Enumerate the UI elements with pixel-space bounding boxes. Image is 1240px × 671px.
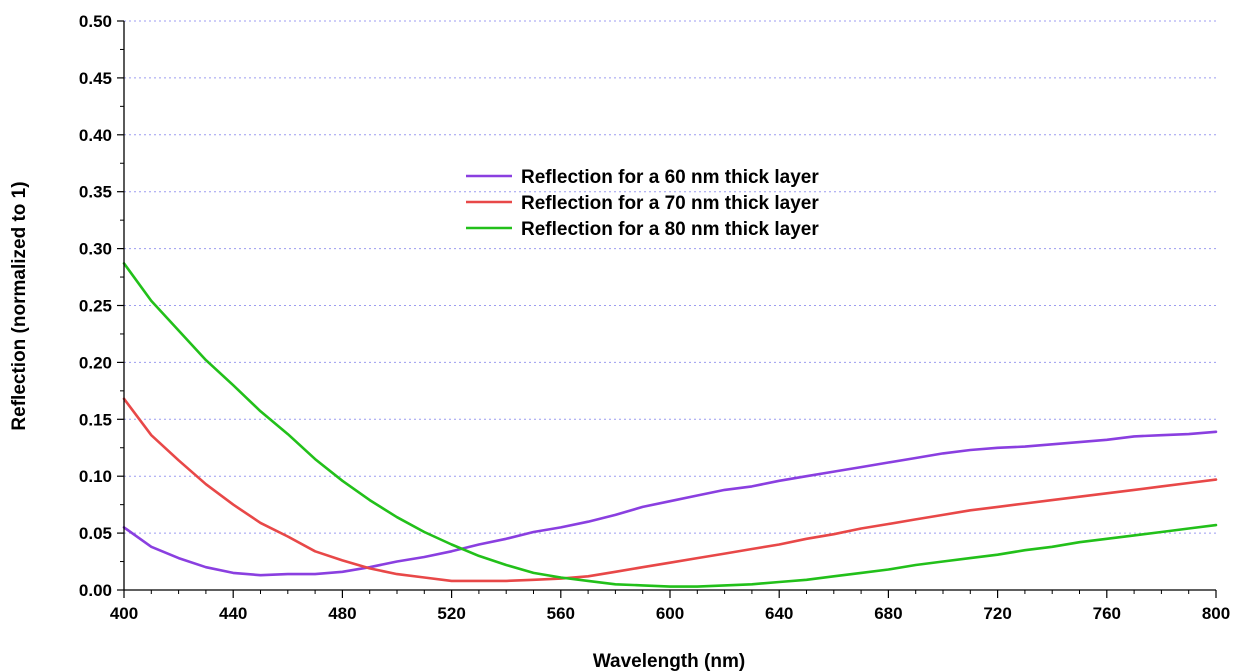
y-tick-label: 0.00 — [79, 581, 112, 600]
y-tick-label: 0.50 — [79, 12, 112, 31]
legend-label-3: Reflection for a 80 nm thick layer — [521, 219, 819, 240]
ticks: 0.00 0.05 0.10 0.15 0.20 0.25 0.30 0.35 0.40 0.45… — [79, 12, 1230, 623]
series-line-2 — [122, 397, 1218, 583]
y-tick-label: 0.20 — [79, 353, 112, 372]
series-group — [122, 262, 1218, 588]
x-tick-label: 680 — [874, 604, 902, 623]
y-tick-label: 0.15 — [79, 410, 112, 429]
legend-label-1: Reflection for a 60 nm thick layer — [521, 167, 819, 188]
y-tick-label: 0.40 — [79, 126, 112, 145]
grid-lines — [124, 20, 1216, 534]
x-tick-label: 520 — [437, 604, 465, 623]
x-tick-label: 720 — [983, 604, 1011, 623]
y-tick-label: 0.30 — [79, 240, 112, 259]
y-axis-title: Reflection (normalized to 1) — [9, 181, 30, 430]
y-tick-label: 0.35 — [79, 183, 112, 202]
x-tick-label: 640 — [765, 604, 793, 623]
legend-label-2: Reflection for a 70 nm thick layer — [521, 193, 819, 214]
y-tick-label: 0.05 — [79, 524, 112, 543]
x-tick-label: 480 — [328, 604, 356, 623]
x-tick-label: 760 — [1093, 604, 1121, 623]
legend: Reflection for a 60 nm thick layer Reflec… — [466, 167, 819, 240]
x-tick-label: 800 — [1202, 604, 1230, 623]
x-tick-label: 400 — [110, 604, 138, 623]
y-tick-label: 0.25 — [79, 297, 112, 316]
y-tick-label: 0.45 — [79, 69, 112, 88]
x-tick-label: 600 — [656, 604, 684, 623]
x-axis-title: Wavelength (nm) — [593, 651, 745, 671]
series-line-3 — [122, 262, 1218, 588]
x-tick-label: 560 — [547, 604, 575, 623]
y-tick-label: 0.10 — [79, 467, 112, 486]
series-line-1 — [122, 430, 1218, 577]
x-tick-label: 440 — [219, 604, 247, 623]
